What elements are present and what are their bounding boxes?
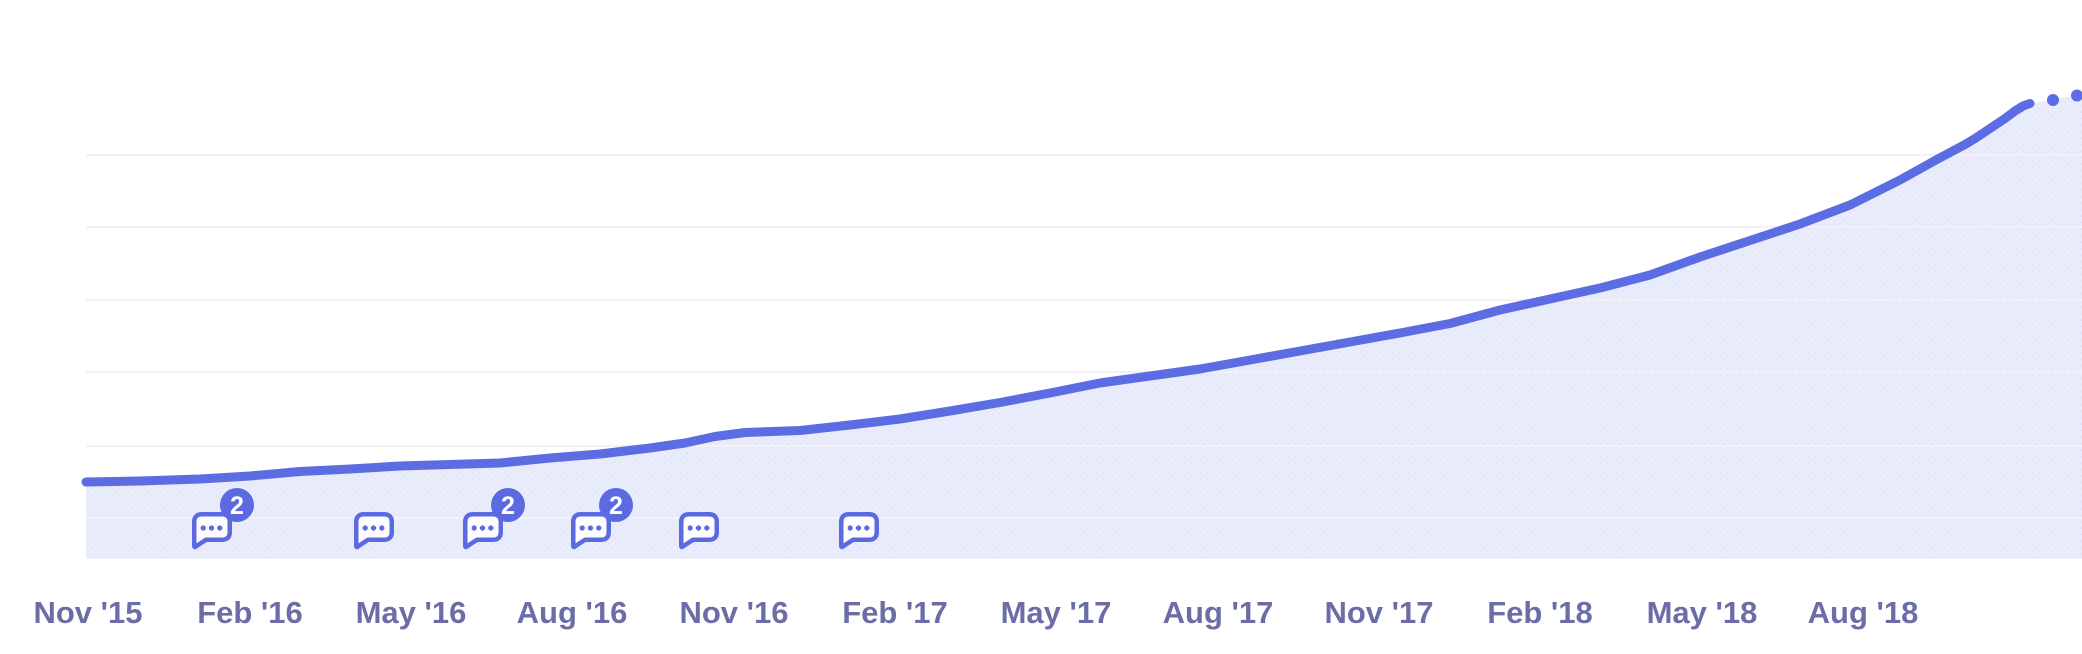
- svg-text:Feb '18: Feb '18: [1487, 595, 1593, 630]
- svg-text:Nov '17: Nov '17: [1324, 595, 1433, 630]
- svg-text:May '17: May '17: [1001, 595, 1112, 630]
- svg-text:Feb '16: Feb '16: [197, 595, 303, 630]
- svg-text:Aug '18: Aug '18: [1808, 595, 1919, 630]
- svg-text:May '18: May '18: [1647, 595, 1758, 630]
- svg-text:Nov '15: Nov '15: [33, 595, 142, 630]
- svg-text:May '16: May '16: [356, 595, 467, 630]
- svg-text:Nov '16: Nov '16: [679, 595, 788, 630]
- svg-text:Feb '17: Feb '17: [842, 595, 948, 630]
- svg-text:Aug '16: Aug '16: [517, 595, 628, 630]
- svg-text:Aug '17: Aug '17: [1163, 595, 1274, 630]
